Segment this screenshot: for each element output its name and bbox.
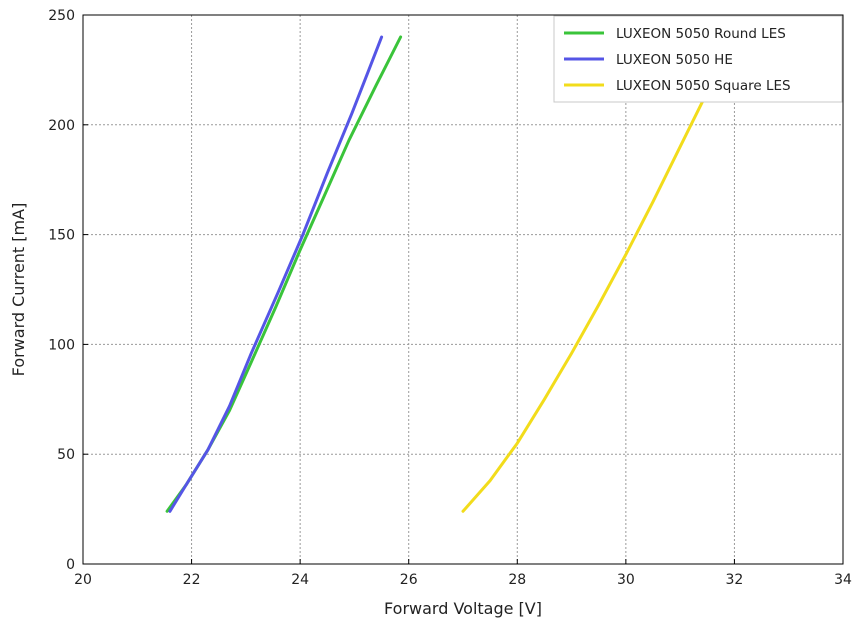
y-tick-label: 50: [57, 447, 75, 463]
y-tick-label: 100: [48, 337, 75, 353]
plot-frame: [82, 14, 844, 565]
y-tick-label: 150: [48, 228, 75, 244]
y-tick-label: 200: [48, 118, 75, 134]
x-tick-label: 26: [400, 572, 418, 588]
series-line-2: [168, 35, 384, 513]
legend: LUXEON 5050 Round LES LUXEON 5050 HE LUXEO…: [553, 15, 843, 103]
axis-ticks: 20 22 24 26 28 30 32 34 0 50 100 150 200 250: [48, 8, 852, 588]
y-tick-label: 0: [66, 557, 75, 573]
x-tick-label: 32: [726, 572, 744, 588]
x-tick-label: 34: [834, 572, 852, 588]
series-line-3: [461, 75, 717, 513]
x-tick-label: 20: [74, 572, 92, 588]
y-axis-title: Forward Current [mA]: [9, 203, 28, 377]
x-axis-title: Forward Voltage [V]: [384, 599, 542, 618]
x-tick-label: 22: [183, 572, 201, 588]
y-tick-label: 250: [48, 8, 75, 24]
x-tick-label: 28: [508, 572, 526, 588]
legend-label: LUXEON 5050 Round LES: [616, 26, 786, 42]
legend-label: LUXEON 5050 HE: [616, 52, 733, 68]
grid-lines: [83, 15, 843, 564]
series-line-1: [165, 35, 403, 513]
x-tick-label: 24: [291, 572, 309, 588]
series-lines: [165, 35, 717, 513]
x-tick-label: 30: [617, 572, 635, 588]
legend-label: LUXEON 5050 Square LES: [616, 78, 791, 94]
